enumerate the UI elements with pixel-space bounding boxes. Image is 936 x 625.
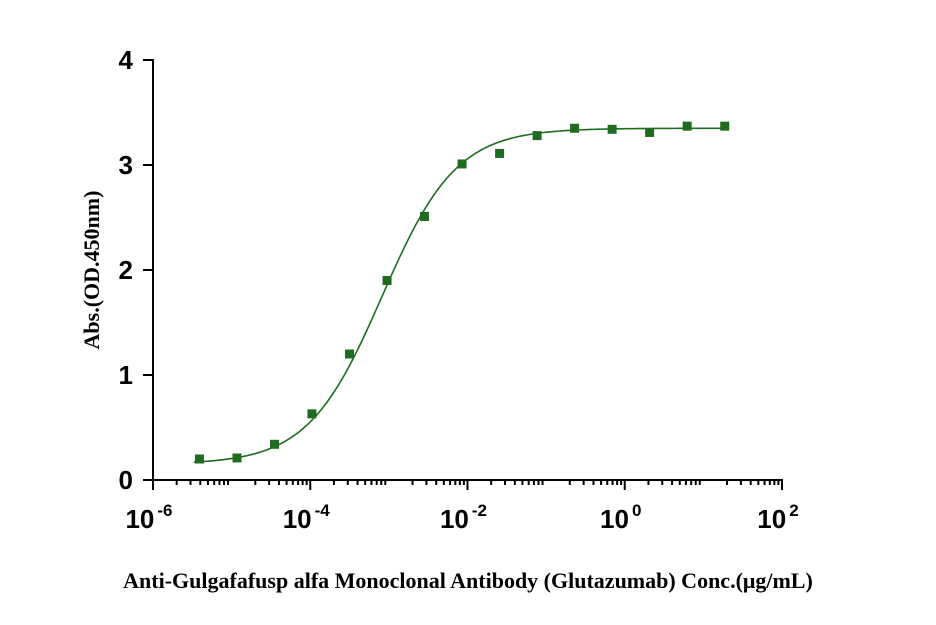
data-point: [345, 349, 355, 359]
data-points: [194, 121, 730, 464]
data-point: [720, 121, 730, 131]
data-point: [307, 409, 317, 419]
y-tick-label: 0: [119, 465, 133, 495]
x-tick-label: 10 2: [757, 501, 798, 534]
data-point: [645, 127, 655, 137]
data-point: [194, 454, 204, 464]
x-tick-label: 10 -6: [125, 501, 172, 534]
y-tick-label: 4: [119, 45, 134, 75]
y-axis-title: Abs.(OD.450nm): [79, 191, 104, 350]
x-axis-title: Anti-Gulgafafusp alfa Monoclonal Antibod…: [123, 568, 813, 593]
data-point: [607, 124, 617, 134]
data-point: [457, 159, 467, 169]
data-point: [232, 453, 242, 463]
data-point: [269, 439, 279, 449]
data-point: [382, 276, 392, 285]
y-tick-label: 3: [119, 150, 133, 180]
data-point: [682, 121, 692, 131]
data-point: [570, 123, 580, 133]
x-tick-label: 10 -2: [440, 501, 487, 534]
data-point: [420, 211, 430, 221]
y-tick-label: 1: [119, 360, 133, 390]
x-tick-label: 10 -4: [283, 501, 331, 534]
data-point: [532, 131, 542, 141]
y-tick-label: 2: [119, 255, 133, 285]
data-point: [495, 148, 505, 158]
y-ticks: 0 1 2 3 4: [119, 45, 153, 495]
fit-curve: [193, 127, 727, 463]
x-ticks: 10 -6 10 -4 10 -2 10 0 10 2: [125, 480, 799, 534]
x-tick-label: 10 0: [600, 501, 641, 534]
